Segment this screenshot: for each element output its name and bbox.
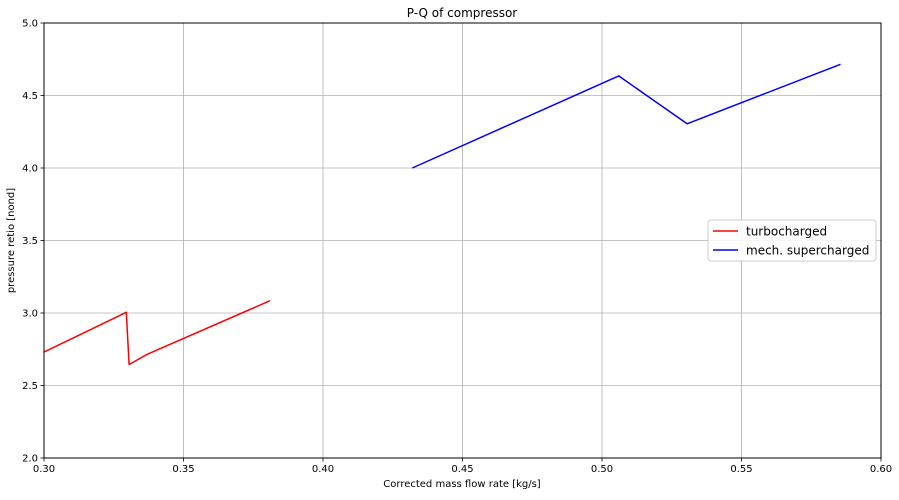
x-tick-label: 0.50: [591, 464, 613, 475]
y-tick-label: 5.0: [22, 19, 38, 30]
x-tick-label: 0.35: [172, 464, 194, 475]
ticks: 0.30 0.35 0.40 0.45 0.50 0.55 0.60 2.0 2.5 3.0 3.5…: [22, 19, 892, 476]
x-tick-label: 0.55: [730, 464, 752, 475]
legend-label-mech-supercharged: mech. supercharged: [746, 244, 869, 258]
chart-title: P-Q of compressor: [407, 6, 518, 20]
y-tick-label: 4.5: [22, 91, 38, 102]
x-tick-label: 0.30: [33, 464, 55, 475]
x-tick-label: 0.45: [451, 464, 473, 475]
y-tick-label: 4.0: [22, 164, 38, 175]
x-axis-label: Corrected mass flow rate [kg/s]: [383, 479, 541, 490]
x-tick-label: 0.60: [870, 464, 892, 475]
x-tick-label: 0.40: [312, 464, 334, 475]
legend-box: [707, 219, 877, 262]
series-line-turbocharged: [43, 300, 271, 366]
legend: turbocharged mech. supercharged: [707, 219, 877, 262]
y-tick-label: 3.5: [22, 236, 38, 247]
y-tick-label: 3.0: [22, 309, 38, 320]
legend-label-turbocharged: turbocharged: [746, 225, 827, 239]
y-axis-label: pressure retio [nond]: [6, 188, 17, 293]
series-line-mech-supercharged: [411, 63, 841, 169]
y-tick-label: 2.0: [22, 454, 38, 465]
y-tick-label: 2.5: [22, 381, 38, 392]
series-layer: [43, 63, 841, 366]
